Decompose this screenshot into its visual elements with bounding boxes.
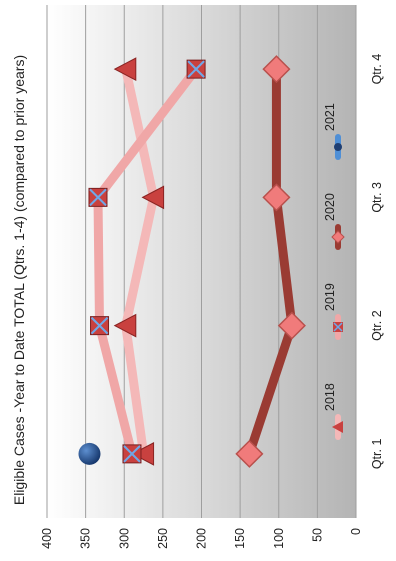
data-point	[141, 185, 165, 210]
series-2018	[113, 57, 165, 466]
series-2019	[88, 59, 206, 464]
data-point	[235, 439, 264, 468]
x-tick-label: Qtr. 1	[370, 439, 384, 470]
y-tick-label: 250	[156, 528, 170, 549]
y-tick-label: 400	[40, 528, 54, 549]
legend-label: 2020	[323, 193, 337, 221]
legend-marker	[334, 143, 342, 151]
x-tick-label: Qtr. 2	[370, 310, 384, 341]
data-point	[78, 442, 101, 465]
data-point	[262, 55, 291, 84]
legend-item-2019: 2019	[323, 283, 343, 340]
x-tick-label: Qtr. 3	[370, 182, 384, 213]
series-2021	[78, 442, 101, 465]
series-line	[93, 64, 201, 459]
legend-item-2021: 2021	[323, 103, 342, 160]
y-tick-label: 200	[195, 528, 209, 549]
series-2020	[235, 55, 306, 468]
data-point	[262, 183, 291, 212]
chart-title: Eligible Cases -Year to Date TOTAL (Qtrs…	[11, 55, 27, 505]
series-line	[244, 64, 297, 459]
series-line	[121, 64, 159, 459]
legend: 2018 2019 2020 2021	[323, 103, 345, 440]
legend-marker	[331, 230, 345, 244]
legend-marker	[332, 421, 343, 433]
y-tick-label: 100	[272, 528, 286, 549]
y-tick-label: 50	[310, 528, 324, 542]
data-point	[122, 444, 142, 464]
x-tick-label: Qtr. 4	[370, 54, 384, 85]
legend-item-2018: 2018	[323, 383, 343, 440]
legend-item-2020: 2020	[323, 193, 345, 250]
data-point	[277, 311, 306, 340]
data-point	[113, 313, 137, 338]
legend-label: 2019	[323, 283, 337, 311]
y-tick-label: 0	[349, 528, 363, 535]
series-layer	[78, 55, 306, 468]
y-tick-label: 300	[117, 528, 131, 549]
legend-label: 2018	[323, 383, 337, 411]
x-axis-ticks: Qtr. 1 Qtr. 2 Qtr. 3 Qtr. 4	[370, 54, 384, 469]
data-point	[90, 316, 110, 336]
data-point	[113, 57, 137, 81]
data-point	[131, 442, 155, 466]
data-point	[88, 187, 108, 207]
y-tick-label: 150	[233, 528, 247, 549]
data-point	[186, 59, 206, 79]
legend-label: 2021	[323, 103, 337, 131]
y-axis-ticks: 0 50 100 150 200 250 300 350 400	[40, 528, 363, 549]
y-tick-label: 350	[79, 528, 93, 549]
